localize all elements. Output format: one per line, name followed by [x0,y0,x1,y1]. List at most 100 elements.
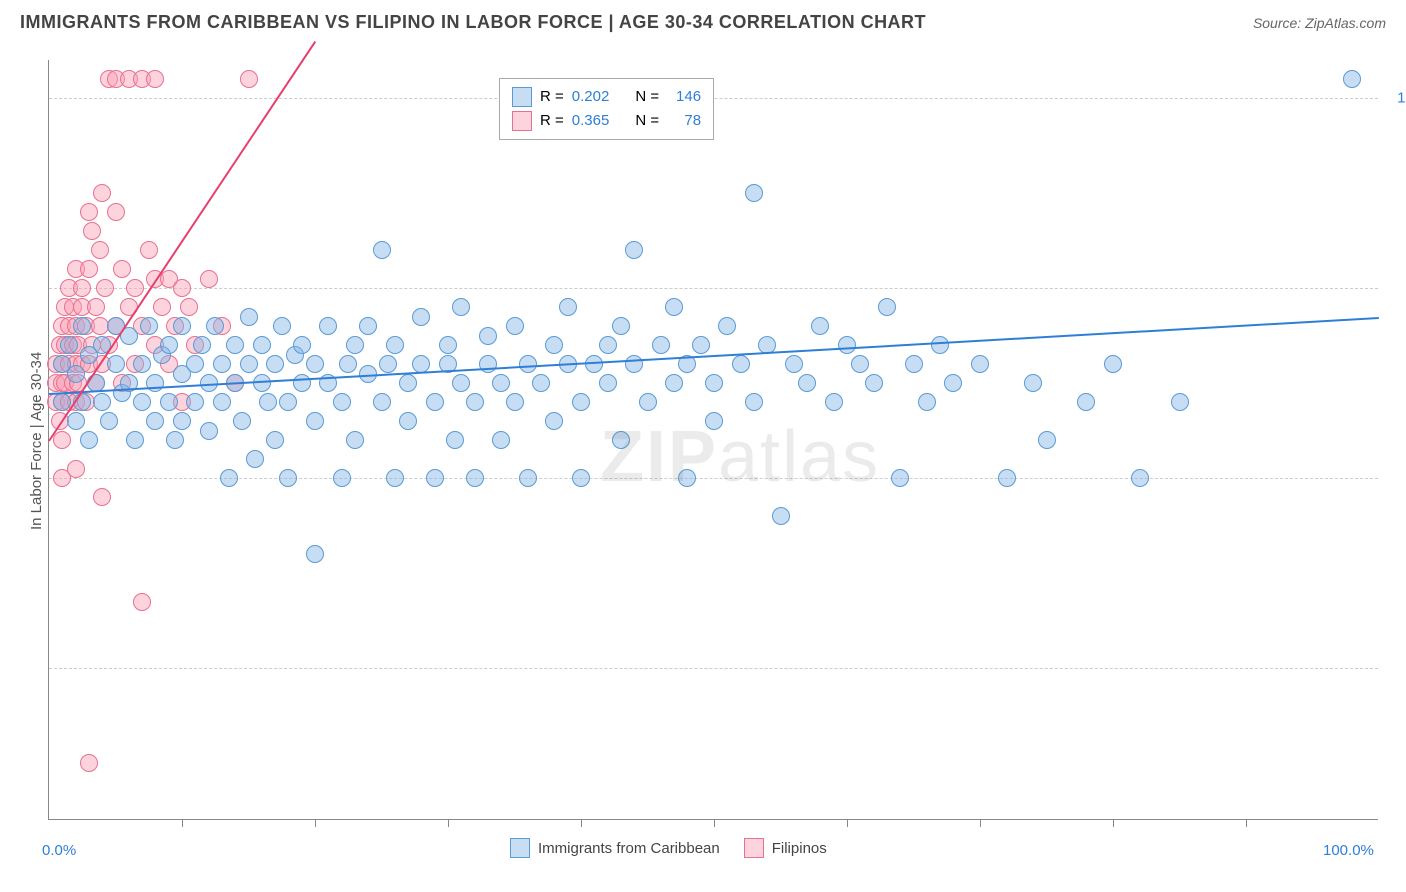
legend-r-value: 0.365 [572,109,610,133]
scatter-point [373,241,391,259]
scatter-point [359,317,377,335]
scatter-point [306,412,324,430]
x-tick [1113,819,1114,827]
scatter-point [466,393,484,411]
scatter-point [339,355,357,373]
scatter-point [399,412,417,430]
scatter-point [678,469,696,487]
scatter-point [612,431,630,449]
scatter-point [625,355,643,373]
scatter-point [865,374,883,392]
scatter-point [532,374,550,392]
y-tick-label: 90.0% [1388,280,1406,297]
scatter-point [745,393,763,411]
scatter-point [838,336,856,354]
x-end-label: 0.0% [42,842,76,859]
scatter-point [126,431,144,449]
scatter-point [200,422,218,440]
legend-n-value: 146 [667,85,701,109]
scatter-point [479,355,497,373]
scatter-point [166,431,184,449]
scatter-point [931,336,949,354]
scatter-point [60,336,78,354]
scatter-point [772,507,790,525]
scatter-point [67,412,85,430]
scatter-point [91,241,109,259]
scatter-point [426,393,444,411]
scatter-point [240,308,258,326]
scatter-point [612,317,630,335]
gridline [49,668,1378,669]
scatter-point [233,412,251,430]
legend-n-label: N = [635,85,659,109]
scatter-point [213,355,231,373]
scatter-point [1171,393,1189,411]
scatter-point [133,393,151,411]
scatter-point [173,279,191,297]
scatter-point [266,431,284,449]
scatter-point [333,469,351,487]
scatter-point [186,355,204,373]
scatter-point [83,222,101,240]
scatter-point [133,355,151,373]
scatter-point [665,298,683,316]
scatter-point [905,355,923,373]
scatter-point [745,184,763,202]
scatter-point [153,298,171,316]
scatter-point [87,298,105,316]
scatter-point [599,374,617,392]
scatter-point [67,460,85,478]
scatter-point [705,374,723,392]
scatter-point [625,241,643,259]
scatter-point [426,469,444,487]
scatter-point [386,336,404,354]
legend-item: Immigrants from Caribbean [510,838,720,858]
scatter-point [412,355,430,373]
scatter-point [492,431,510,449]
scatter-point [519,469,537,487]
scatter-point [652,336,670,354]
scatter-point [293,374,311,392]
scatter-point [519,355,537,373]
y-tick-label: 100.0% [1388,90,1406,107]
scatter-point [705,412,723,430]
scatter-point [306,545,324,563]
scatter-point [346,431,364,449]
scatter-point [466,469,484,487]
x-tick [847,819,848,827]
scatter-point [140,317,158,335]
scatter-point [811,317,829,335]
legend-swatch [512,111,532,131]
scatter-point [333,393,351,411]
legend-n-label: N = [635,109,659,133]
scatter-point [246,450,264,468]
scatter-point [572,469,590,487]
chart-title: IMMIGRANTS FROM CARIBBEAN VS FILIPINO IN… [20,12,926,33]
scatter-point [439,336,457,354]
scatter-point [293,336,311,354]
scatter-point [259,393,277,411]
x-tick [980,819,981,827]
scatter-point [572,393,590,411]
scatter-point [200,270,218,288]
gridline [49,478,1378,479]
x-end-label: 100.0% [1323,842,1374,859]
legend-r-label: R = [540,85,564,109]
chart-header: IMMIGRANTS FROM CARIBBEAN VS FILIPINO IN… [0,0,1406,41]
scatter-point [146,374,164,392]
scatter-point [1024,374,1042,392]
scatter-point [73,279,91,297]
x-tick [182,819,183,827]
scatter-point [346,336,364,354]
y-tick-label: 70.0% [1388,660,1406,677]
scatter-point [180,298,198,316]
legend-n-value: 78 [667,109,701,133]
legend-row: R =0.202N =146 [512,85,701,109]
scatter-point [1131,469,1149,487]
scatter-point [492,374,510,392]
scatter-point [878,298,896,316]
x-tick [315,819,316,827]
scatter-point [80,203,98,221]
scatter-point [319,317,337,335]
scatter-point [206,317,224,335]
